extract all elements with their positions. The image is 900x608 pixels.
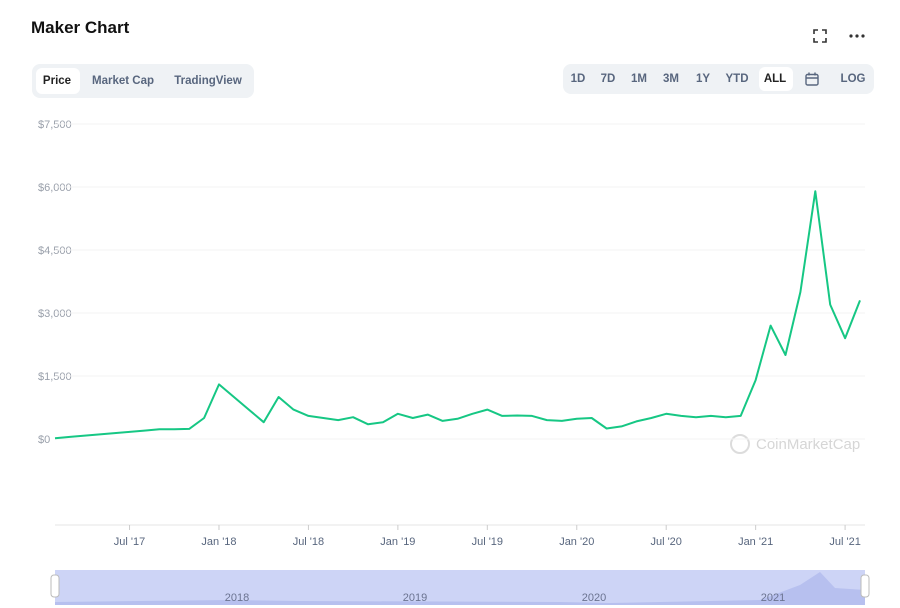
navigator-handle[interactable] — [860, 574, 870, 598]
selected-tab — [36, 68, 80, 94]
navigator-label: 2021 — [761, 592, 785, 604]
range-button[interactable]: 7D — [600, 73, 616, 85]
y-tick-label: $7,500 — [38, 119, 72, 131]
navigator[interactable] — [55, 570, 865, 605]
navigator-handle[interactable] — [50, 574, 60, 598]
x-tick-label: Jul '19 — [472, 536, 503, 548]
navigator-label: 2020 — [582, 592, 606, 604]
price-line — [54, 190, 861, 440]
fullscreen-icon[interactable] — [812, 28, 828, 44]
watermark-logo — [730, 434, 750, 454]
x-tick-label: Jul '21 — [829, 536, 860, 548]
y-tick-label: $0 — [38, 434, 50, 446]
calendar-icon[interactable] — [805, 72, 819, 86]
range-group — [563, 64, 874, 94]
page-title: Maker Chart — [31, 18, 130, 37]
watermark: CoinMarketCap — [756, 436, 860, 453]
range-button[interactable]: ALL — [763, 73, 787, 85]
x-tick-label: Jan '20 — [559, 536, 594, 548]
more-icon[interactable] — [848, 28, 866, 44]
navigator-area — [55, 572, 865, 605]
x-tick-label: Jan '18 — [201, 536, 236, 548]
range-button[interactable]: LOG — [840, 73, 866, 85]
x-tick-label: Jul '20 — [650, 536, 681, 548]
y-tick-label: $3,000 — [38, 308, 72, 320]
selected-range — [759, 67, 793, 91]
tab-group — [32, 64, 254, 98]
x-tick-label: Jan '19 — [380, 536, 415, 548]
x-tick-label: Jan '21 — [738, 536, 773, 548]
range-button[interactable]: 1M — [631, 73, 647, 85]
y-tick-label: $1,500 — [38, 371, 72, 383]
y-tick-label: $6,000 — [38, 182, 72, 194]
x-tick-label: Jul '17 — [114, 536, 145, 548]
range-button[interactable]: 1Y — [695, 73, 711, 85]
tab[interactable]: TradingView — [174, 75, 242, 87]
y-tick-label: $4,500 — [38, 245, 72, 257]
range-button[interactable]: YTD — [725, 73, 749, 85]
tab[interactable]: Price — [42, 75, 72, 87]
tab[interactable]: Market Cap — [92, 75, 154, 87]
range-button[interactable]: 1D — [570, 73, 586, 85]
x-tick-label: Jul '18 — [293, 536, 324, 548]
range-button[interactable]: 3M — [663, 73, 679, 85]
navigator-label: 2018 — [225, 592, 249, 604]
navigator-label: 2019 — [403, 592, 427, 604]
